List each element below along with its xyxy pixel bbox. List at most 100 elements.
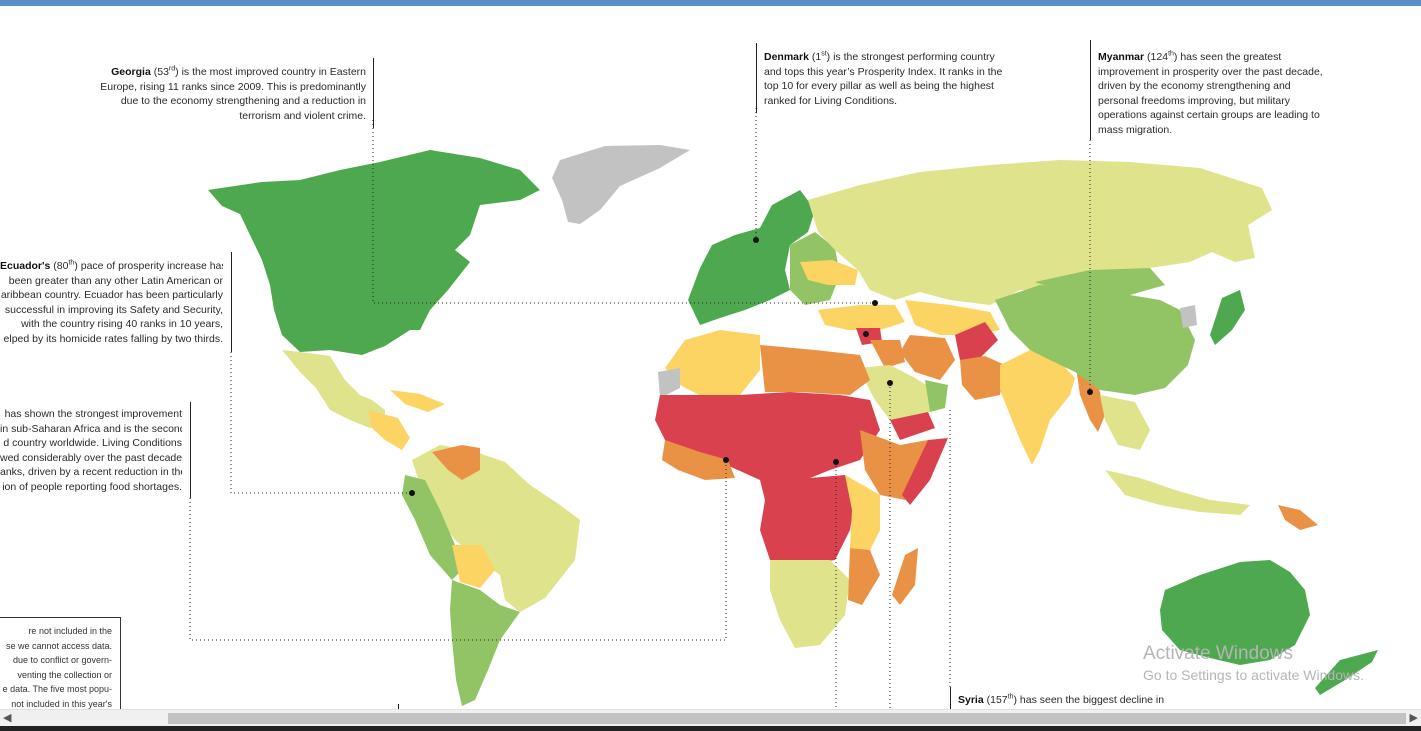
ecuador-suffix: th [68, 259, 75, 267]
marker-west-africa [723, 457, 729, 463]
scroll-right-arrow-icon[interactable]: ▶ [1409, 712, 1418, 724]
region-korea [1180, 305, 1197, 328]
ecuador-note-bar [231, 252, 232, 352]
region-central-africa [760, 475, 855, 565]
region-new-zealand [1315, 650, 1378, 695]
callout-lines [189, 108, 1091, 708]
myanmar-text: has seen the greatest improvement in pro… [1098, 51, 1323, 136]
region-greenland [552, 145, 690, 224]
footnote-line-6: not included in this year's [11, 698, 112, 709]
region-madagascar [892, 548, 918, 605]
ecuador-line-4: successful in improving its Safety and S… [4, 303, 223, 316]
ecuador-line-5: with the country rising 40 ranks in 10 y… [21, 318, 223, 330]
myanmar-note: Myanmar (124th) has seen the greatest im… [1098, 50, 1323, 136]
denmark-suffix: st [821, 50, 827, 58]
marker-georgia [872, 300, 878, 306]
denmark-text: is the strongest performing country and … [764, 51, 1003, 107]
region-mozambique [848, 548, 880, 605]
ecuador-note: Ecuador's (80th) pace of prosperity incr… [0, 259, 223, 346]
footnote-box: re not included in the se we cannot acce… [0, 617, 121, 711]
region-turkey-caucasus [818, 305, 905, 330]
subsaharan-note-bar [190, 402, 191, 498]
marker-denmark [753, 237, 759, 243]
region-myanmar [1075, 360, 1105, 432]
marker-myanmar [1087, 389, 1093, 395]
marker-saudi [887, 380, 893, 386]
ecuador-line-1: Ecuador's (80th) pace of prosperity incr… [0, 259, 223, 273]
region-bolivia [452, 545, 495, 588]
footnote-line-1: re not included in the [28, 626, 112, 636]
region-china [995, 285, 1195, 395]
myanmar-suffix: th [1168, 50, 1174, 58]
region-somalia [902, 438, 948, 505]
region-oman-uae [925, 380, 948, 412]
ecuador-line-6: elped by its homicide rates falling by t… [3, 332, 223, 345]
taskbar-edge [0, 726, 1421, 731]
syria-text: has seen the biggest decline in [1019, 694, 1165, 706]
region-venezuela [432, 445, 480, 480]
region-iraq [870, 340, 905, 368]
region-southeast-asia [1100, 395, 1150, 450]
subsaharan-line-5: anks, driven by a recent reduction in th… [0, 466, 182, 478]
subsaharan-line-2: in sub-Saharan Africa and is the second [0, 422, 182, 435]
georgia-rank: 53 [157, 66, 169, 78]
marker-syria [863, 331, 869, 337]
subsaharan-line-4: wed considerably over the past decade, [0, 451, 182, 464]
syria-note: Syria (157th) has seen the biggest decli… [958, 693, 1165, 707]
region-western-europe [688, 190, 815, 325]
myanmar-rank: 124 [1150, 51, 1169, 63]
ecuador-name: Ecuador's [0, 260, 51, 272]
region-papua-new-guinea [1278, 505, 1318, 530]
subsaharan-note: has shown the strongest improvement in s… [0, 407, 182, 494]
syria-note-bar [950, 687, 951, 709]
region-south-america-north [412, 445, 580, 612]
syria-rank: 157 [990, 694, 1008, 706]
region-pakistan [960, 356, 1005, 400]
syria-suffix: th [1007, 693, 1014, 701]
footnote-line-3: due to conflict or govern- [12, 655, 112, 665]
top-accent-strip [0, 0, 1421, 6]
georgia-note: Georgia (53rd) is the most improved coun… [100, 65, 366, 122]
region-russia [808, 160, 1272, 305]
marker-south-sudan [833, 459, 839, 465]
region-east-africa [845, 475, 880, 550]
scrollbar-thumb[interactable] [168, 713, 1406, 724]
scroll-left-arrow-icon[interactable]: ◀ [3, 712, 12, 724]
marker-ecuador [409, 490, 415, 496]
region-australia [1160, 560, 1310, 665]
country-markers [409, 237, 1093, 496]
denmark-name: Denmark [764, 51, 809, 63]
syria-name: Syria [958, 694, 984, 706]
region-india [1000, 350, 1075, 465]
activate-windows-subtitle[interactable]: Go to Settings to activate Windows. [1143, 667, 1364, 683]
footnote-line-4: venting the collection or [17, 669, 112, 680]
georgia-suffix: rd [168, 65, 176, 73]
region-central-america [368, 410, 410, 450]
bottom-note-bar [398, 704, 399, 709]
denmark-note: Denmark (1st) is the strongest performin… [764, 50, 1003, 107]
region-japan [1210, 290, 1245, 345]
subsaharan-line-6: ion of people reporting food shortages. [2, 480, 182, 493]
region-iran [900, 335, 955, 380]
myanmar-name: Myanmar [1098, 51, 1145, 63]
denmark-rank: 1 [815, 51, 822, 63]
region-western-sahara [658, 368, 680, 398]
footnote-line-5: e data. The five most popu- [2, 684, 112, 694]
region-ukraine-belarus [800, 260, 858, 285]
georgia-note-bar [373, 58, 374, 128]
region-afghanistan [955, 322, 998, 360]
georgia-name: Georgia [111, 66, 151, 78]
region-north-america [208, 150, 540, 355]
ecuador-rank: 80 [56, 260, 69, 272]
region-southern-africa [770, 560, 850, 648]
subsaharan-line-3: d country worldwide. Living Conditions [3, 437, 182, 449]
activate-windows-title: Activate Windows [1143, 643, 1293, 664]
region-north-africa [665, 330, 760, 398]
region-west-africa-coast [662, 440, 735, 480]
region-saudi-arabia [858, 365, 938, 420]
region-indonesia [1105, 470, 1250, 515]
horizontal-scrollbar[interactable]: ◀ ▶ [0, 709, 1421, 727]
region-caribbean [390, 390, 445, 412]
ecuador-line-3: aribbean country. Ecuador has been parti… [0, 289, 223, 301]
region-sahel [655, 392, 880, 490]
